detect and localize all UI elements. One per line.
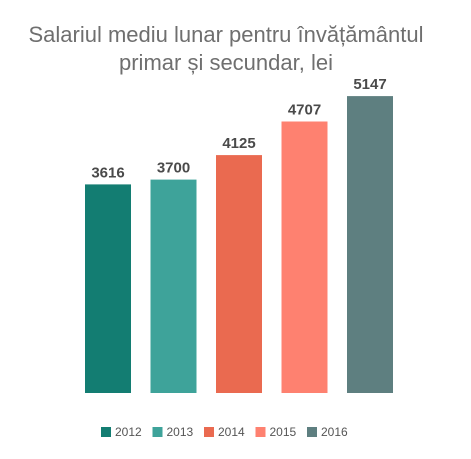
bar-2013 <box>150 179 197 393</box>
data-label-2013: 3700 <box>157 160 190 177</box>
bar-2014 <box>216 155 262 393</box>
legend-swatch-2016 <box>307 427 317 437</box>
bar-2016 <box>347 96 393 393</box>
legend-label-2015: 2015 <box>270 425 297 439</box>
legend-swatch-2014 <box>204 427 214 437</box>
legend-label-2012: 2012 <box>115 425 142 439</box>
data-label-2016: 5147 <box>353 76 386 93</box>
bar-2015 <box>281 121 328 393</box>
legend-label-2014: 2014 <box>218 425 245 439</box>
data-label-2012: 3616 <box>91 164 124 181</box>
data-labels-group: 3616 3700 4125 4707 5147 <box>91 76 386 181</box>
bars-group <box>85 96 393 393</box>
chart-title-line-2: primar și secundar, lei <box>119 50 333 75</box>
legend: 2012 2013 2014 2015 2016 <box>101 425 348 439</box>
legend-swatch-2012 <box>101 427 111 437</box>
bar-2012 <box>85 184 131 393</box>
legend-label-2016: 2016 <box>321 425 348 439</box>
data-label-2014: 4125 <box>222 135 255 152</box>
legend-swatch-2013 <box>152 427 163 437</box>
chart-title-line-1: Salariul mediu lunar pentru învățământul <box>28 22 423 47</box>
legend-label-2013: 2013 <box>167 425 194 439</box>
legend-swatch-2015 <box>255 427 266 437</box>
data-label-2015: 4707 <box>288 102 321 119</box>
